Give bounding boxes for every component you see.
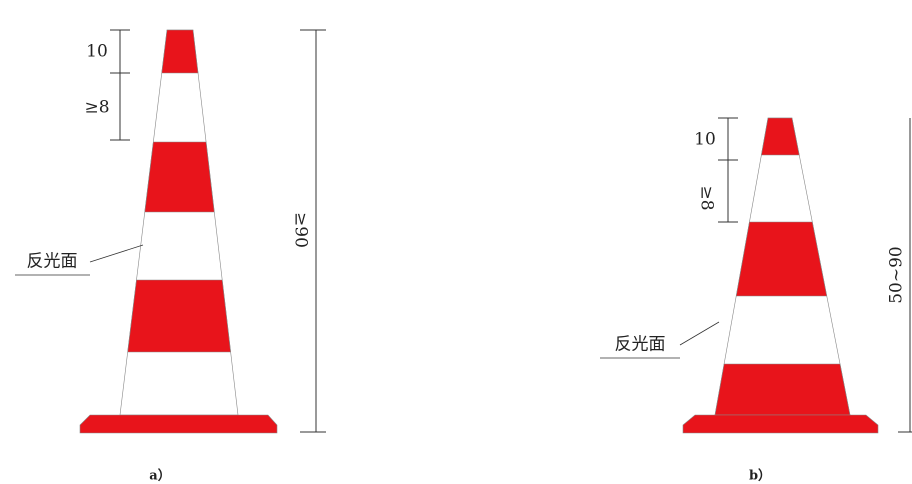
dimension-label: ≥90: [291, 212, 311, 248]
cone-shapes: [79, 29, 879, 434]
reflective-label: 反光面: [27, 252, 78, 272]
red-stripe: [761, 117, 800, 156]
dimension-lines-b: [600, 117, 912, 433]
red-stripe: [144, 141, 215, 213]
red-stripe: [735, 221, 828, 297]
dimension-lines-a: [15, 29, 326, 433]
dimension-label: ≥8: [84, 98, 109, 118]
red-stripe: [161, 29, 199, 74]
caption: b）: [749, 468, 771, 484]
caption: a）: [149, 468, 170, 484]
dimension-label: 10: [694, 130, 716, 150]
dimension-label: 50~90: [887, 246, 907, 304]
reflective-label: 反光面: [615, 335, 666, 355]
dimension-label: 10: [86, 42, 108, 62]
cone-base: [682, 414, 879, 434]
red-stripe: [127, 279, 231, 353]
dimension-label: ≥8: [697, 185, 717, 210]
cone-base: [79, 414, 278, 434]
red-stripe: [714, 363, 851, 416]
cone-body: [119, 29, 239, 416]
